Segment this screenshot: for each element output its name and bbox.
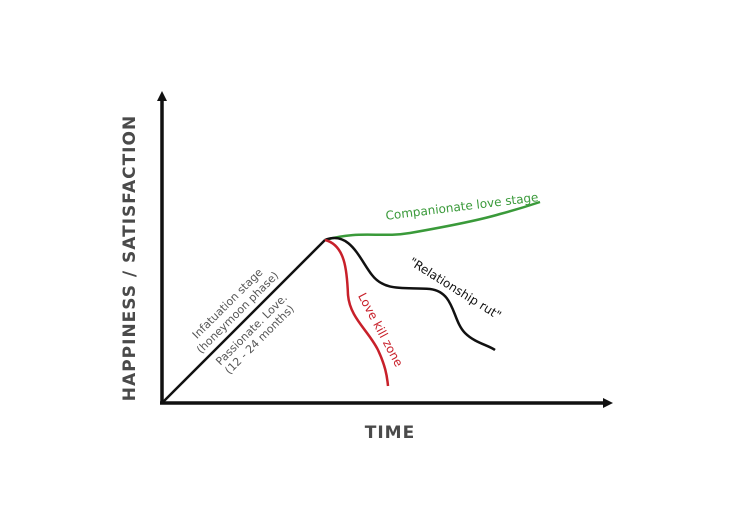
rut-curve (324, 236, 496, 352)
companionate-label: Companionate love stage (385, 190, 539, 223)
x-axis-label: TIME (365, 423, 415, 443)
companionate-curve (324, 200, 541, 242)
kill-zone-curve (324, 238, 390, 387)
rise-line (161, 239, 326, 404)
y-axis-label: HAPPINESS / SATISFACTION (120, 115, 140, 401)
